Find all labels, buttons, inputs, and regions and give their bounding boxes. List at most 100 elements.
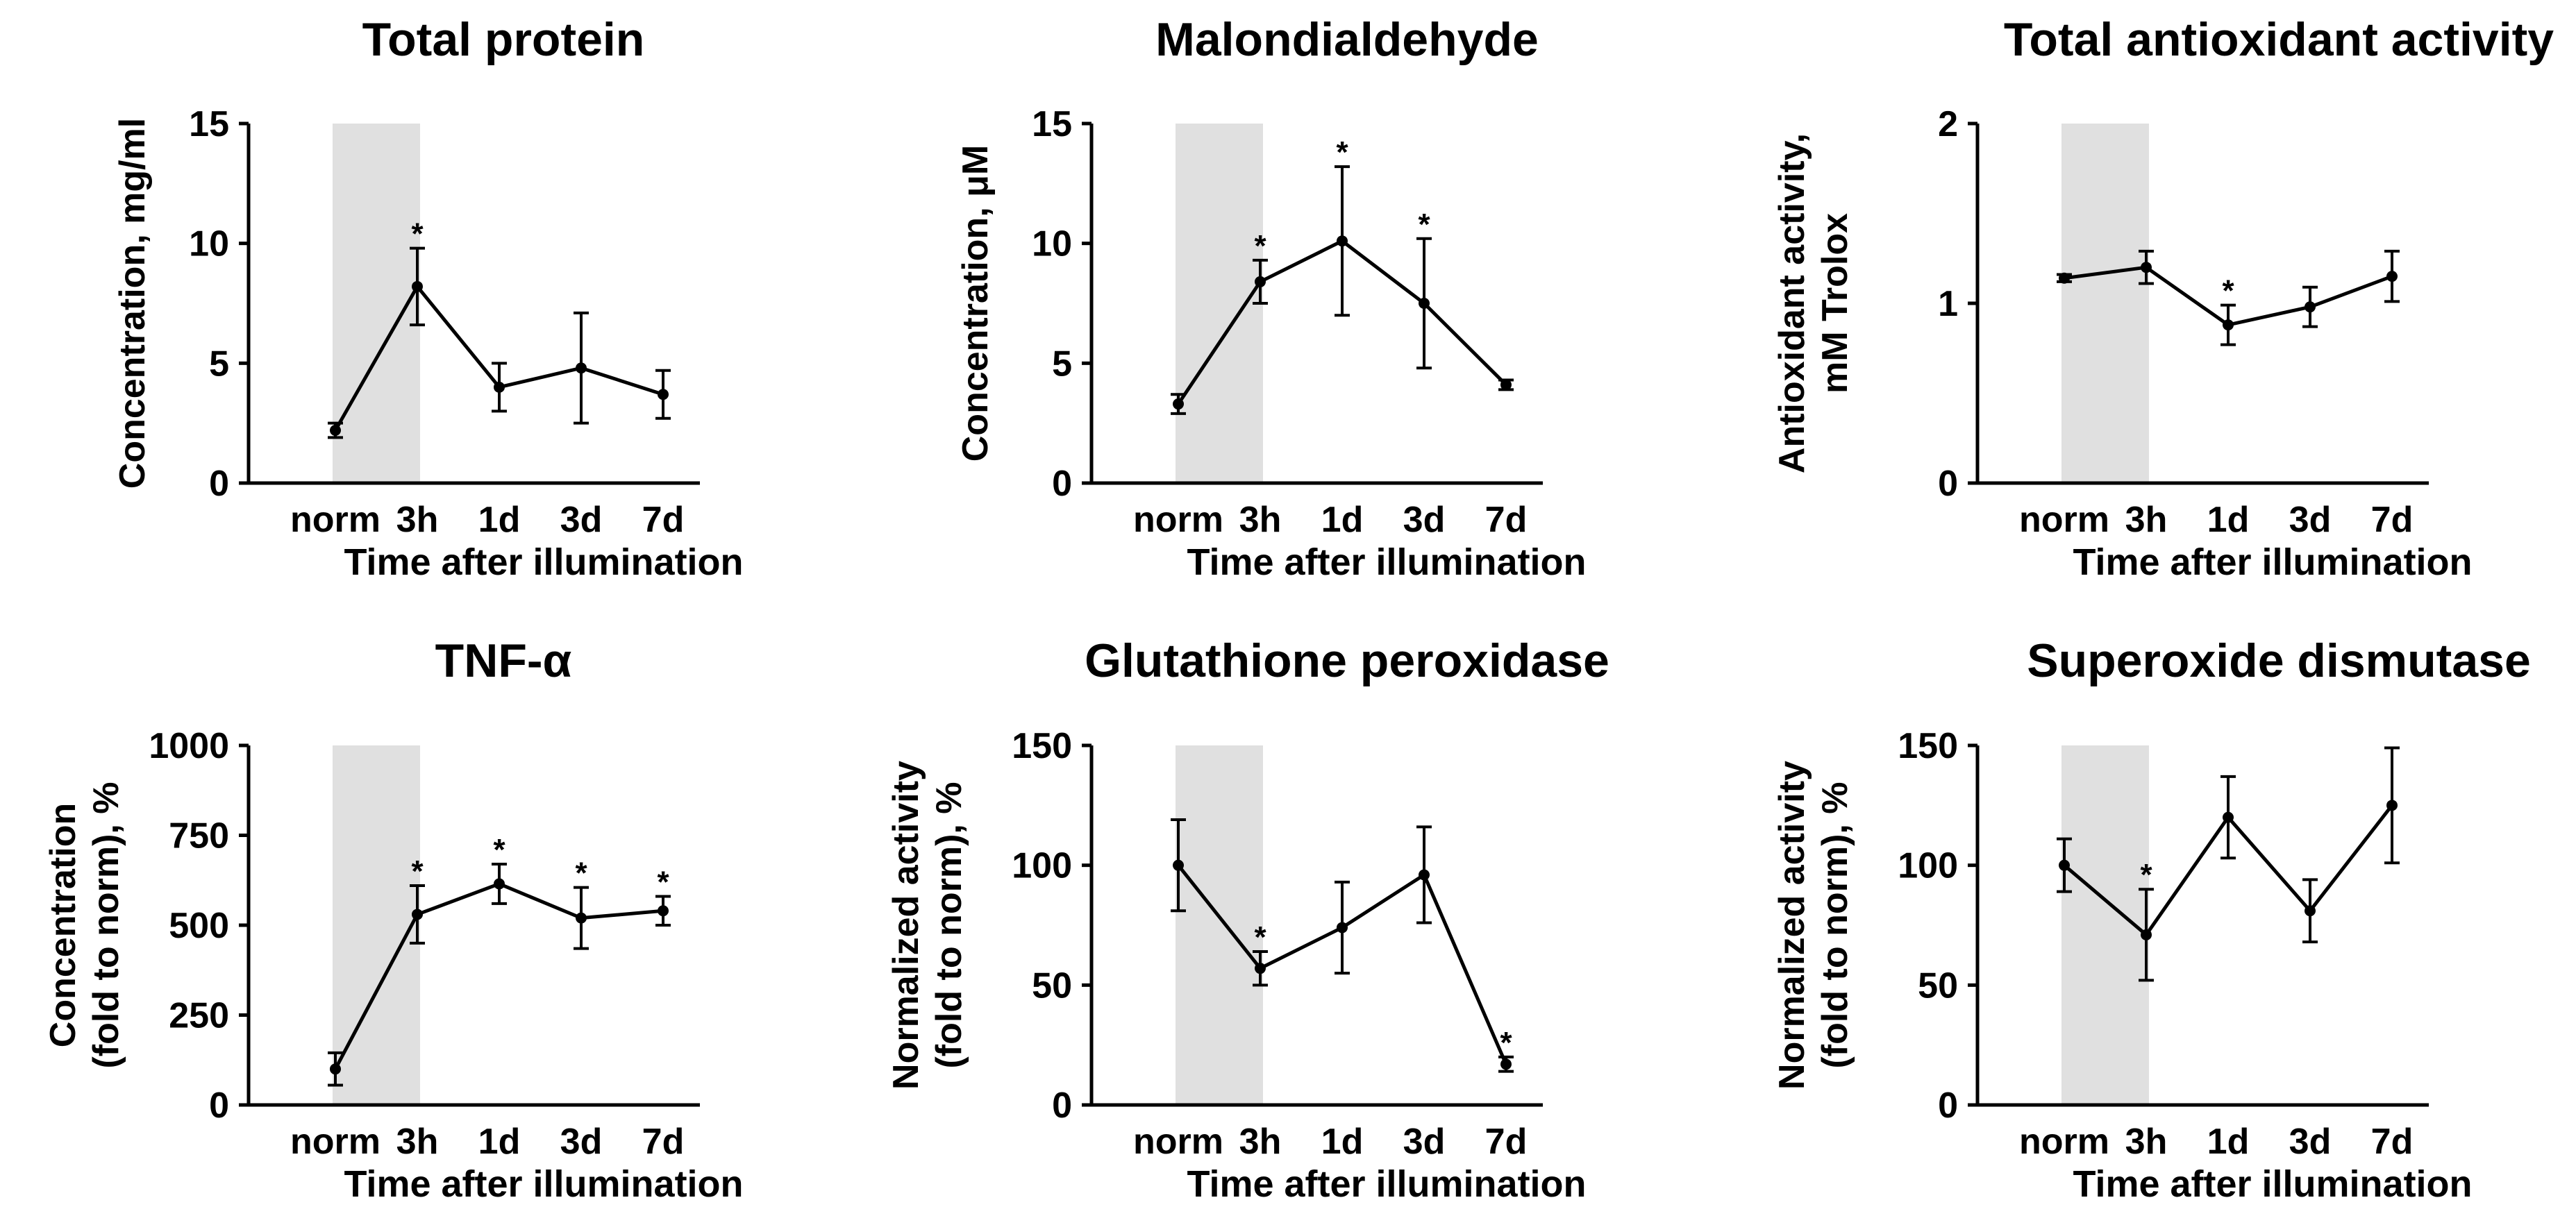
data-point — [1419, 869, 1430, 881]
data-point — [1500, 379, 1512, 391]
x-axis-label: Time after illumination — [2073, 1163, 2472, 1205]
x-tick-label: norm — [2019, 1122, 2109, 1162]
y-axis-label: Concentration — [43, 803, 83, 1047]
chart-panel-3: Total antioxidant activity 0 1 2 norm 3h 1d 3d 7… — [1772, 13, 2554, 583]
chart-panel-6: Superoxide dismutase 0 50 100 150 norm 3h 1d 3d 7… — [1772, 634, 2531, 1205]
x-tick-label: 1d — [2207, 500, 2250, 540]
data-point — [412, 280, 423, 292]
y-tick-label: 15 — [1032, 104, 1072, 144]
axes — [1089, 745, 1543, 1107]
x-tick-label: 7d — [2371, 500, 2414, 540]
data-point — [1173, 859, 1184, 871]
x-tick-label: 3h — [1239, 1122, 1282, 1162]
y-tick-label: 50 — [1918, 965, 1958, 1006]
x-tick-label: 3d — [1403, 1122, 1446, 1162]
significance-star: * — [575, 856, 587, 890]
x-tick-label: 1d — [1321, 1122, 1364, 1162]
axes — [1975, 745, 2429, 1107]
chart-title: Malondialdehyde — [1155, 13, 1539, 66]
y-axis-label: mM Trolox — [1815, 213, 1855, 394]
significance-star: * — [493, 833, 505, 867]
x-axis-label: Time after illumination — [344, 541, 743, 583]
y-axis-label: Concentration, mg/ml — [112, 118, 153, 489]
chart-title: Total protein — [362, 13, 645, 66]
x-tick-label: norm — [290, 1122, 380, 1162]
y-tick-label: 0 — [1052, 1086, 1072, 1126]
y-axis-label: Normalized activity — [886, 761, 926, 1090]
data-point — [1337, 922, 1348, 934]
data-point — [576, 362, 587, 374]
data-point — [576, 912, 587, 924]
y-tick-label: 5 — [209, 344, 229, 384]
chart-title: Glutathione peroxidase — [1085, 634, 1609, 687]
x-axis-label: Time after illumination — [344, 1163, 743, 1205]
y-axis-label: Concentration, μM — [955, 145, 996, 462]
data-point — [2059, 272, 2070, 284]
chart-title: Superoxide dismutase — [2027, 634, 2531, 687]
x-tick-label: 1d — [2207, 1122, 2250, 1162]
y-axis-label: (fold to norm), % — [86, 782, 126, 1068]
axes — [1089, 124, 1543, 485]
x-tick-label: 1d — [478, 500, 521, 540]
x-axis-label: Time after illumination — [2073, 541, 2472, 583]
data-point — [494, 878, 505, 890]
data-point — [2223, 811, 2234, 823]
x-axis-label: Time after illumination — [1187, 541, 1586, 583]
y-tick-label: 750 — [169, 816, 229, 856]
y-tick-label: 100 — [1012, 846, 1072, 886]
significance-star: * — [1418, 208, 1430, 242]
shaded-region — [1176, 124, 1263, 483]
significance-star: * — [1254, 229, 1266, 263]
x-tick-label: 7d — [642, 1122, 685, 1162]
shaded-region — [333, 124, 420, 483]
data-point — [2141, 929, 2152, 940]
x-tick-label: 3h — [2125, 1122, 2168, 1162]
chart-panel-5: Glutathione peroxidase 0 50 100 150 norm 3h 1d 3… — [886, 634, 1609, 1205]
y-tick-label: 250 — [169, 996, 229, 1036]
significance-star: * — [1500, 1026, 1512, 1060]
data-point — [658, 905, 669, 917]
x-tick-label: 3d — [1403, 500, 1446, 540]
data-point — [2059, 859, 2070, 871]
data-point — [1255, 276, 1266, 287]
x-tick-label: 7d — [1485, 500, 1528, 540]
y-tick-label: 150 — [1012, 726, 1072, 766]
x-tick-label: norm — [2019, 500, 2109, 540]
x-tick-label: 3h — [396, 500, 439, 540]
y-tick-label: 500 — [169, 906, 229, 946]
y-tick-label: 1000 — [149, 726, 229, 766]
significance-star: * — [2140, 858, 2152, 892]
y-axis-label: (fold to norm), % — [1815, 782, 1855, 1068]
y-tick-label: 0 — [1938, 464, 1958, 504]
x-tick-label: norm — [1133, 1122, 1223, 1162]
data-point — [658, 389, 669, 400]
data-point — [2141, 262, 2152, 273]
x-tick-label: 7d — [2371, 1122, 2414, 1162]
data-point — [412, 909, 423, 920]
data-point — [1500, 1058, 1512, 1070]
chart-title: Total antioxidant activity — [2004, 13, 2554, 66]
y-tick-label: 0 — [1938, 1086, 1958, 1126]
y-tick-label: 1 — [1938, 284, 1958, 324]
data-point — [2386, 271, 2398, 282]
x-tick-label: 3h — [1239, 500, 1282, 540]
y-tick-label: 150 — [1898, 726, 1958, 766]
x-tick-label: 7d — [1485, 1122, 1528, 1162]
data-point — [330, 1063, 341, 1075]
significance-star: * — [1336, 135, 1348, 169]
data-point — [1173, 398, 1184, 410]
significance-star: * — [657, 865, 669, 900]
x-tick-label: 1d — [478, 1122, 521, 1162]
y-tick-label: 5 — [1052, 344, 1072, 384]
data-point — [1255, 963, 1266, 974]
y-axis-label: Normalized activity — [1772, 761, 1812, 1090]
y-axis-label: (fold to norm), % — [929, 782, 969, 1068]
significance-star: * — [411, 854, 424, 888]
data-point — [494, 381, 505, 393]
data-point — [2305, 301, 2316, 313]
x-tick-label: 3d — [560, 1122, 603, 1162]
